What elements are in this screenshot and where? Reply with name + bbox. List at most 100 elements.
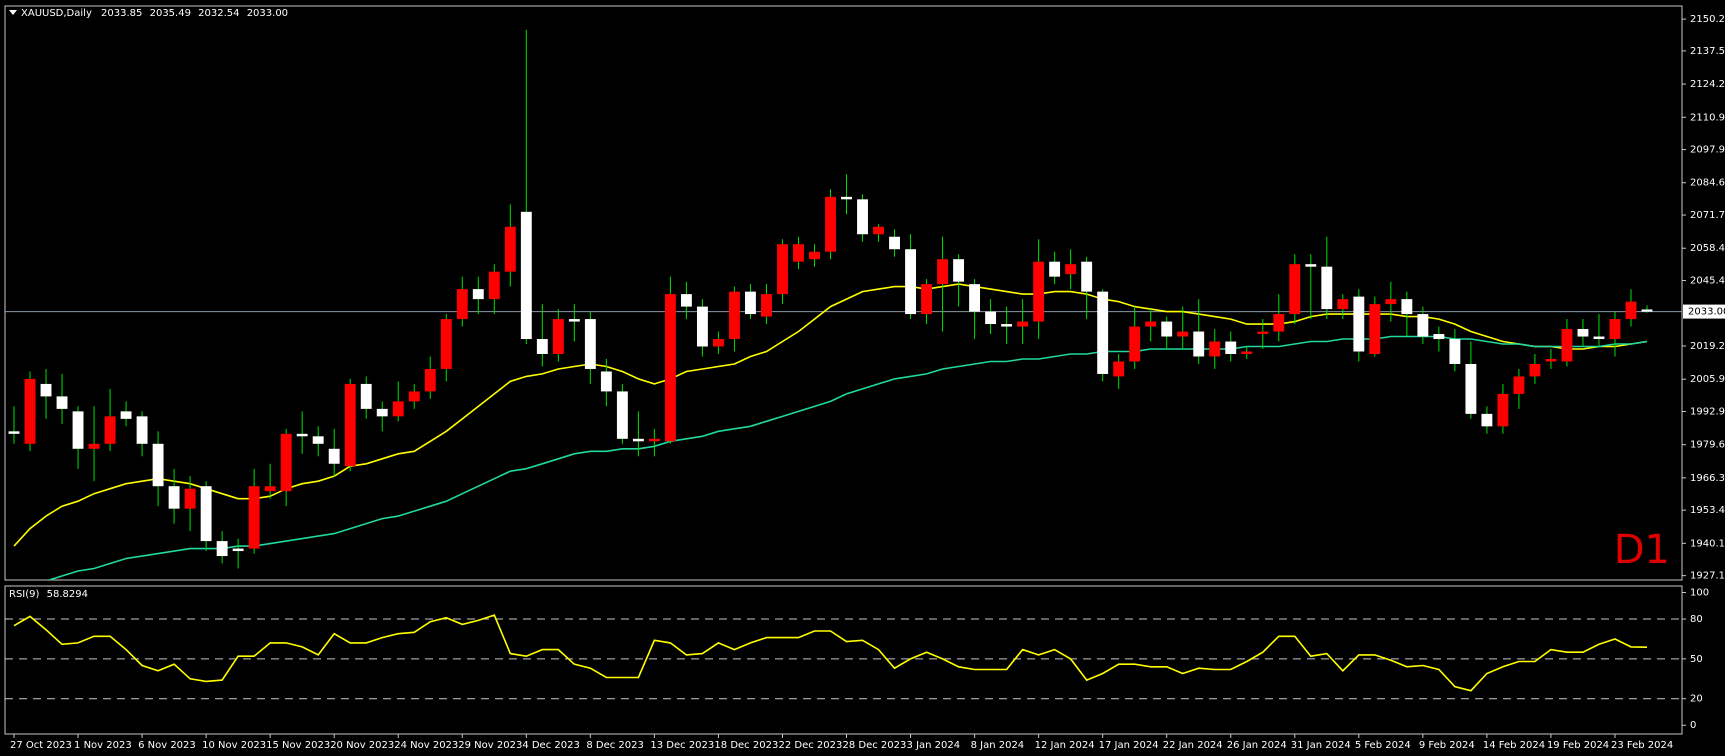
rsi-plot bbox=[5, 614, 1682, 700]
candle-body bbox=[728, 291, 740, 340]
header-high: 2035.49 bbox=[150, 8, 191, 19]
y-tick-label: 2097.95 bbox=[1690, 145, 1725, 156]
candle-body bbox=[168, 486, 180, 509]
header-open: 2033.85 bbox=[101, 8, 142, 19]
candle-body bbox=[344, 383, 356, 467]
symbol-title: XAUUSD,Daily bbox=[21, 8, 92, 19]
x-tick-label: 22 Dec 2023 bbox=[778, 740, 842, 751]
candle-body bbox=[1529, 363, 1541, 377]
x-tick-label: 6 Nov 2023 bbox=[138, 740, 196, 751]
candle-body bbox=[1545, 358, 1557, 362]
y-tick-label: 1927.15 bbox=[1690, 571, 1725, 582]
x-tick-label: 22 Jan 2024 bbox=[1163, 740, 1223, 751]
candle-body bbox=[1449, 339, 1461, 364]
x-tick-label: 1 Nov 2023 bbox=[74, 740, 132, 751]
x-tick-label: 15 Nov 2023 bbox=[266, 740, 330, 751]
candle-body bbox=[777, 244, 788, 295]
candle-body bbox=[1209, 341, 1221, 357]
x-tick-label: 20 Nov 2023 bbox=[330, 740, 394, 751]
x-tick-label: 18 Dec 2023 bbox=[714, 740, 778, 751]
candle-body bbox=[1257, 331, 1269, 335]
y-tick-label: 2110.90 bbox=[1690, 112, 1725, 123]
candle-body bbox=[841, 196, 852, 200]
candle-body bbox=[24, 378, 36, 444]
candle-body bbox=[1353, 296, 1365, 352]
candle-body bbox=[200, 486, 212, 542]
header-close: 2033.00 bbox=[247, 8, 288, 19]
candle-body bbox=[1017, 321, 1029, 327]
y-tick-label: 1979.65 bbox=[1690, 440, 1725, 451]
y-tick-label: 1992.95 bbox=[1690, 406, 1725, 417]
candle-body bbox=[408, 391, 420, 402]
x-tick-label: 14 Feb 2024 bbox=[1483, 740, 1545, 751]
x-tick-label: 29 Nov 2023 bbox=[458, 740, 522, 751]
candle-body bbox=[793, 244, 804, 262]
symbol-menu-arrow[interactable] bbox=[9, 10, 17, 15]
rsi-tick-label: 0 bbox=[1690, 720, 1696, 731]
candle-body bbox=[937, 259, 949, 285]
candle-body bbox=[1161, 321, 1173, 337]
candle-body bbox=[120, 411, 132, 419]
candle-body bbox=[1097, 291, 1109, 374]
candle-body bbox=[889, 236, 900, 250]
x-tick-label: 12 Jan 2024 bbox=[1035, 740, 1095, 751]
candle-body bbox=[1481, 413, 1493, 427]
candle-body bbox=[969, 284, 981, 312]
y-tick-label: 2084.65 bbox=[1690, 178, 1725, 189]
candle-body bbox=[1289, 264, 1301, 315]
x-tick-label: 26 Jan 2024 bbox=[1227, 740, 1287, 751]
candle-body bbox=[1081, 261, 1093, 292]
candle-body bbox=[552, 319, 564, 354]
candle-body bbox=[104, 416, 116, 444]
x-tick-label: 19 Feb 2024 bbox=[1547, 740, 1609, 751]
candle-body bbox=[136, 416, 148, 444]
candle-body bbox=[440, 319, 452, 369]
rsi-tick-label: 100 bbox=[1690, 588, 1709, 599]
candle-body bbox=[56, 396, 68, 409]
y-tick-label: 2019.20 bbox=[1690, 341, 1725, 352]
candle-body bbox=[312, 436, 324, 444]
y-tick-label: 1953.40 bbox=[1690, 505, 1725, 516]
candle-body bbox=[1577, 329, 1589, 337]
y-tick-label: 2137.50 bbox=[1690, 46, 1725, 57]
y-tick-label: 1966.35 bbox=[1690, 473, 1725, 484]
candle-body bbox=[392, 401, 404, 417]
candle-body bbox=[424, 368, 436, 392]
price-label-box bbox=[1683, 304, 1725, 319]
rsi-value: 58.8294 bbox=[47, 589, 88, 600]
candle-body bbox=[1401, 299, 1413, 315]
candle-body bbox=[985, 311, 997, 325]
rsi-line bbox=[13, 614, 1648, 692]
candle-body bbox=[184, 488, 196, 509]
candle-body bbox=[88, 443, 100, 449]
x-tick-label: 8 Dec 2023 bbox=[586, 740, 644, 751]
candle-body bbox=[520, 211, 532, 340]
candle-body bbox=[584, 319, 596, 369]
moving-average-line bbox=[46, 335, 1648, 580]
x-tick-label: 4 Dec 2023 bbox=[522, 740, 580, 751]
candle-body bbox=[1305, 264, 1317, 267]
candle-body bbox=[873, 226, 884, 235]
candle-body bbox=[1433, 334, 1445, 340]
candle-body bbox=[264, 486, 276, 492]
y-tick-label: 1940.10 bbox=[1690, 538, 1725, 549]
chart-header: XAUUSD,Daily 2033.85 2035.49 2032.54 203… bbox=[21, 8, 288, 19]
candle-body bbox=[216, 541, 228, 557]
candle-body bbox=[1225, 341, 1237, 354]
candle-body bbox=[1001, 324, 1013, 327]
y-tick-label: 2150.25 bbox=[1690, 14, 1725, 25]
candle-body bbox=[616, 391, 628, 439]
x-tick-label: 31 Jan 2024 bbox=[1291, 740, 1351, 751]
candle-body bbox=[1593, 336, 1605, 340]
candle-body bbox=[328, 448, 340, 464]
candle-body bbox=[696, 306, 708, 347]
y-tick-label: 2058.40 bbox=[1690, 243, 1725, 254]
candle-body bbox=[1609, 319, 1621, 340]
candle-body bbox=[761, 294, 772, 317]
candle-body bbox=[248, 486, 260, 549]
rsi-header: RSI(9) 58.8294 bbox=[9, 589, 88, 600]
candle-body bbox=[1177, 331, 1189, 337]
candle-body bbox=[40, 383, 52, 397]
